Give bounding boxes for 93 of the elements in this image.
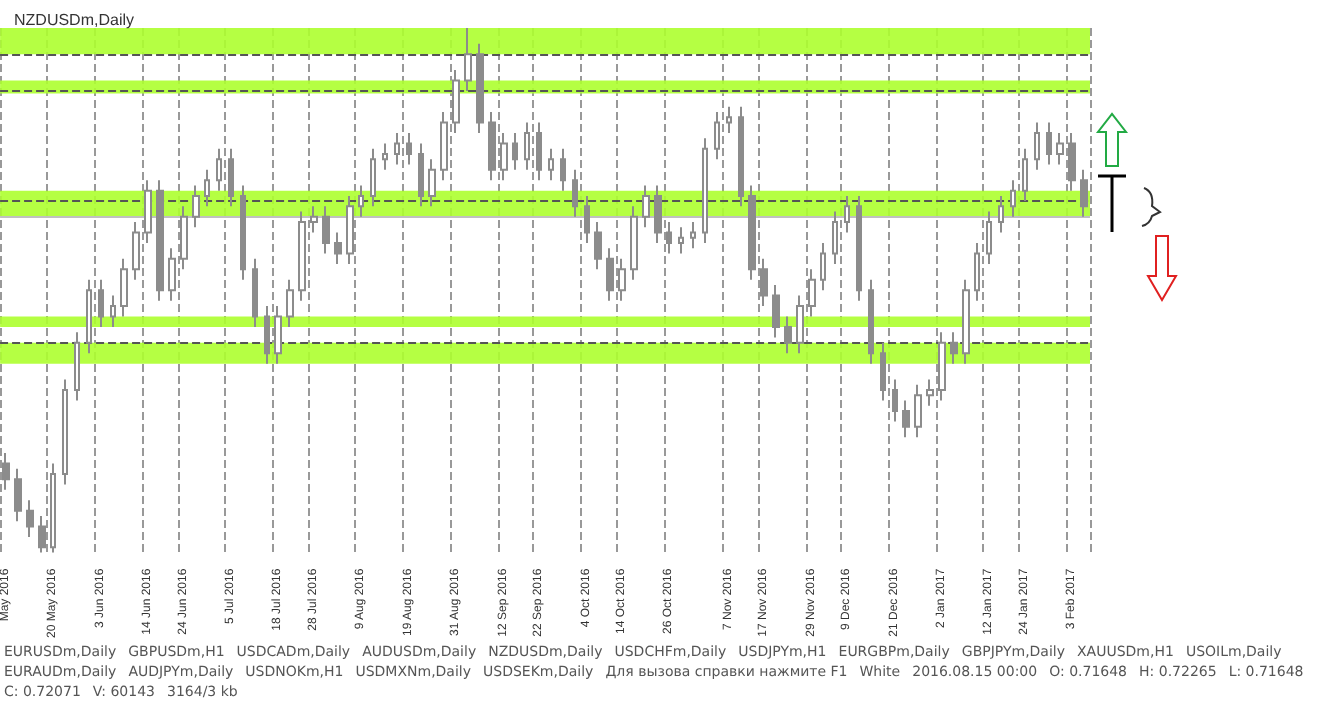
candlestick [654,184,662,245]
candlestick [796,294,804,355]
candlestick [62,378,68,486]
candlestick [488,110,496,182]
candlestick [394,131,400,166]
candlestick [630,205,638,281]
candlestick [1022,147,1028,203]
candlestick [382,142,388,171]
candlestick [2,451,10,491]
candlestick [1046,121,1052,166]
candlestick [926,378,934,407]
candlestick [26,499,34,538]
candlestick [618,257,626,302]
candlestick [334,231,342,266]
candlestick [132,221,140,281]
candlestick [1010,179,1016,218]
candlestick [14,467,22,523]
candlestick [86,278,92,355]
candlestick [760,257,768,308]
candlestick [748,184,756,281]
candlestick [168,247,176,302]
candlestick [252,257,258,329]
candlestick [974,242,980,302]
candlestick [962,278,970,365]
candlestick [856,194,862,302]
candlestick [844,194,850,234]
candlestick [120,257,128,318]
candlestick [38,514,46,554]
candlestick [808,268,816,318]
candlestick [772,284,780,339]
candlestick [358,184,364,218]
candlestick [714,110,720,161]
candlestick [322,205,330,255]
candlestick [1034,121,1040,171]
candlestick [204,168,210,208]
candlestick [50,462,56,554]
candlestick [950,331,958,365]
candlestick [98,278,104,329]
candlestick [784,315,792,355]
candlestick [560,147,566,192]
candlestick [192,184,200,229]
candlestick [144,179,152,245]
candlestick [738,105,744,208]
candlestick [892,378,898,423]
candlestick [536,121,542,182]
candlestick [274,305,282,365]
candlestick [986,210,992,266]
candlestick [998,194,1004,234]
candlestick [702,137,708,245]
candlestick [74,331,80,402]
candlestick [606,247,614,302]
chart-title: NZDUSDm,Daily [14,11,134,29]
candlestick [584,194,590,245]
candlestick [914,383,922,439]
candlestick [938,331,946,402]
candlestick [240,184,246,281]
candlestick [156,179,164,302]
candlestick [310,205,318,234]
candlestick [298,210,306,302]
candlestick [406,131,412,166]
candlestick [868,278,874,365]
candlestick [370,147,376,208]
candlestick [512,131,518,171]
candlestick [678,226,684,255]
candlestick [594,221,602,271]
candlestick [642,184,650,229]
candlestick [440,110,448,182]
candlestick [690,221,696,250]
candlestick [452,68,460,134]
candlestick [418,142,424,208]
candlestick [180,205,188,271]
candlestick [1080,168,1088,218]
candlestick [548,147,554,182]
candlestick [264,305,270,365]
candlestick [346,194,354,266]
candlestick [228,147,234,208]
candlestick [666,221,672,255]
candlestick [902,399,910,439]
candlestick [428,158,436,208]
candlestick [524,121,530,171]
candlestick [476,42,484,134]
candlestick [500,131,508,182]
candlestick [820,242,826,292]
candlestick [572,168,578,218]
candlestick [464,27,472,92]
candlestick [1056,131,1064,166]
candlestick [110,294,116,329]
candlestick [286,278,294,329]
candlestick [726,105,732,134]
candlestick [1068,131,1076,192]
candlestick [880,341,886,402]
candlestick [832,210,838,266]
candlestick [216,147,222,192]
